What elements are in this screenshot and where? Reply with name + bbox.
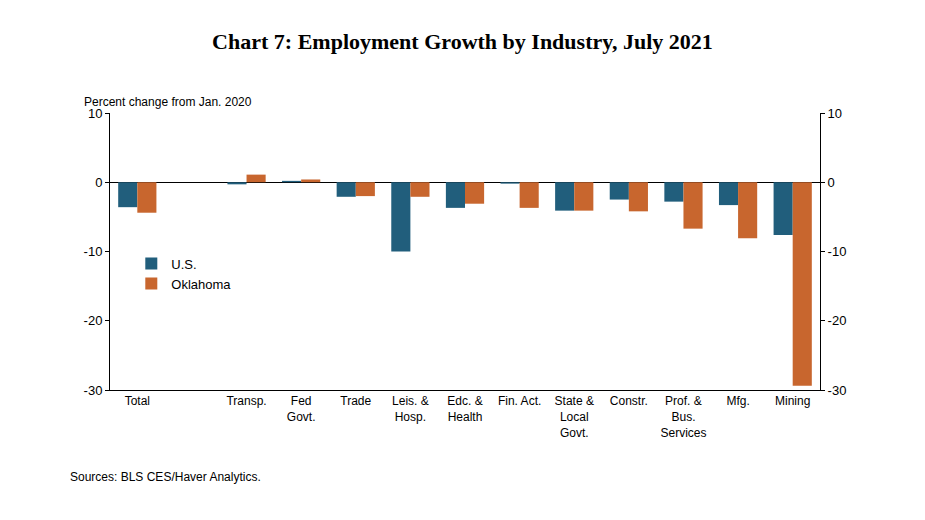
svg-text:Chart 7: Employment Growth by: Chart 7: Employment Growth by Industry, …	[212, 29, 713, 54]
svg-text:Percent change from Jan. 2020: Percent change from Jan. 2020	[84, 95, 252, 109]
svg-text:Fin. Act.: Fin. Act.	[498, 394, 541, 408]
svg-text:10: 10	[88, 106, 102, 121]
svg-text:Total: Total	[125, 394, 150, 408]
svg-text:-30: -30	[84, 383, 103, 398]
svg-text:FedGovt.: FedGovt.	[287, 394, 316, 424]
svg-text:-20: -20	[828, 313, 847, 328]
svg-text:-30: -30	[828, 383, 847, 398]
svg-text:-10: -10	[84, 244, 103, 259]
svg-text:-20: -20	[84, 313, 103, 328]
svg-text:-10: -10	[828, 244, 847, 259]
svg-text:0: 0	[828, 175, 835, 190]
svg-text:U.S.: U.S.	[171, 257, 196, 272]
svg-text:Transp.: Transp.	[226, 394, 266, 408]
svg-text:Sources: BLS CES/Haver Analyti: Sources: BLS CES/Haver Analytics.	[70, 470, 261, 484]
svg-text:Leis. &Hosp.: Leis. &Hosp.	[392, 394, 429, 424]
svg-text:10: 10	[828, 106, 842, 121]
svg-text:Constr.: Constr.	[610, 394, 648, 408]
svg-text:Edc. &Health: Edc. &Health	[447, 394, 482, 424]
svg-text:0: 0	[95, 175, 102, 190]
svg-text:Mining: Mining	[775, 394, 810, 408]
svg-text:Prof. &Bus.Services: Prof. &Bus.Services	[660, 394, 706, 439]
svg-text:Oklahoma: Oklahoma	[171, 277, 231, 292]
svg-text:State &LocalGovt.: State &LocalGovt.	[555, 394, 594, 439]
svg-text:Mfg.: Mfg.	[726, 394, 749, 408]
svg-text:Trade: Trade	[340, 394, 371, 408]
